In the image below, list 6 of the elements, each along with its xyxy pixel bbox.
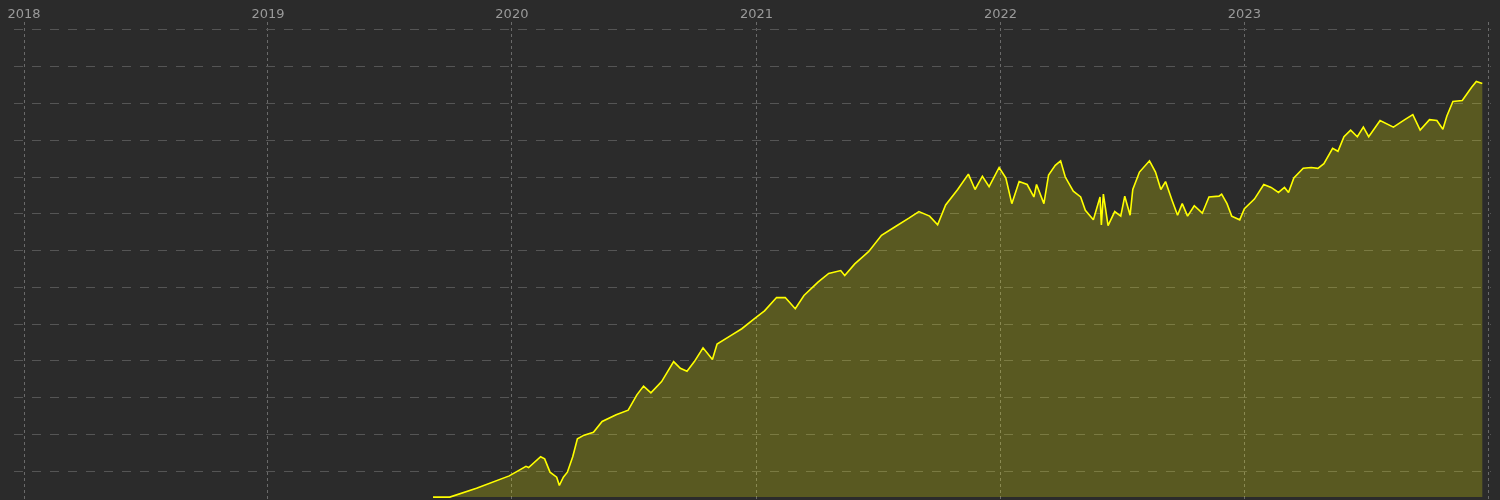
x-tick-label: 2019 xyxy=(251,6,285,22)
x-tick-label: 2020 xyxy=(495,6,529,22)
x-tick-label: 2022 xyxy=(983,6,1017,22)
x-tick-label: 2018 xyxy=(7,6,41,22)
x-tick-label: 2021 xyxy=(739,6,774,22)
x-tick-label: 2023 xyxy=(1227,6,1261,22)
